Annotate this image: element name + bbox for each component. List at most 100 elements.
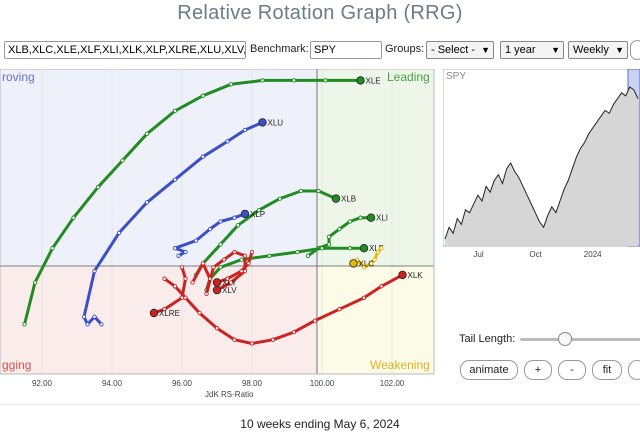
series-tail-point <box>312 318 318 323</box>
series-label: XLV <box>222 286 237 295</box>
series-tail <box>23 78 362 326</box>
series-head-point[interactable] <box>240 209 250 219</box>
groups-select[interactable]: - Select - ▼ <box>426 41 494 59</box>
series-tail-point <box>200 154 206 159</box>
fit-button[interactable]: fit <box>592 360 622 380</box>
series-tail-point <box>144 200 150 205</box>
series-xle[interactable]: XLE <box>22 76 381 327</box>
series-tail-point <box>200 93 206 98</box>
tail-length-slider-handle[interactable] <box>558 332 572 346</box>
series-label: XLC <box>359 259 375 268</box>
series-tail-point <box>120 158 125 163</box>
series-tail-point <box>116 230 122 236</box>
series-head-point[interactable] <box>212 278 222 287</box>
frequency-select[interactable]: Weekly ▼ <box>568 41 628 59</box>
x-axis-ticks: 92.00 94.00 96.00 98.00 100.00 102.00 <box>32 379 405 388</box>
series-tail-point <box>358 215 363 220</box>
spy-price-line <box>444 86 639 240</box>
series-head-point[interactable] <box>258 118 267 127</box>
series-tail-point <box>225 276 230 281</box>
benchmark-input[interactable]: SPY <box>310 41 382 59</box>
series-tail-point <box>193 238 199 243</box>
series-tail-point <box>71 215 76 220</box>
series-xlk[interactable]: XLK <box>162 270 423 346</box>
series-xlc[interactable]: XLC <box>349 246 384 270</box>
series-label: XLB <box>341 195 356 204</box>
zoom-out-button[interactable]: - <box>558 360 586 380</box>
x-tick-label: 100.00 <box>310 379 335 388</box>
series-tail-point <box>22 322 27 327</box>
series-head-point[interactable] <box>349 259 358 268</box>
series-tail-point <box>144 131 150 136</box>
series-xly[interactable]: XLY <box>212 249 255 288</box>
series-tail-point <box>361 265 367 270</box>
series-tail-point <box>270 337 276 342</box>
groups-select-value: - Select - <box>431 44 476 56</box>
series-tail-point <box>232 249 237 255</box>
quadrant-label-improving: roving <box>2 70 35 84</box>
series-xlu[interactable]: XLU <box>81 118 283 327</box>
tail-length-slider[interactable] <box>520 338 640 341</box>
series-tail-point <box>172 246 178 251</box>
series-tail-point <box>249 249 255 255</box>
toolbar: XLB,XLC,XLE,XLF,XLI,XLK,XLP,XLRE,XLU,XLV… <box>0 40 640 62</box>
x-tick-label: 98.00 <box>242 379 263 388</box>
series-tail-point <box>260 78 265 83</box>
series-tail-point <box>50 246 55 251</box>
series-tail-point <box>249 341 255 346</box>
series-tail-point <box>218 242 223 247</box>
extra-button[interactable] <box>628 360 640 380</box>
period-select[interactable]: 1 year ▼ <box>500 41 564 59</box>
series-tail-point <box>207 276 213 281</box>
series-tail-point <box>92 314 97 319</box>
series-head-point[interactable] <box>149 308 159 318</box>
series-head-point[interactable] <box>366 213 376 222</box>
series-head-point[interactable] <box>331 194 341 203</box>
series-tail-point <box>228 82 234 87</box>
series-head-point[interactable] <box>212 285 222 295</box>
series-tail-point <box>323 78 328 83</box>
footer-divider <box>0 404 640 405</box>
series-tail-point <box>172 284 178 289</box>
series-tail-point <box>183 295 188 300</box>
tail-length-label: Tail Length: <box>459 333 516 345</box>
spy-x-tick-label: Oct <box>529 250 542 259</box>
series-label: XLE <box>366 76 381 85</box>
zoom-in-button[interactable]: + <box>524 360 552 380</box>
series-head-point[interactable] <box>359 243 369 253</box>
series-tail-point <box>99 322 104 327</box>
series-tail-point <box>305 253 311 258</box>
spy-x-ticks: Jul Oct 2024 <box>473 250 602 259</box>
spy-symbol: SPY <box>446 71 466 82</box>
series-tail-point <box>337 226 342 232</box>
series-tail-point <box>375 249 381 255</box>
series-xlv[interactable]: XLV <box>190 249 248 297</box>
series-head-point[interactable] <box>356 76 365 85</box>
series-tail-point <box>85 322 90 327</box>
series-xlp[interactable]: XLP <box>172 209 265 258</box>
series-tail-point <box>319 246 325 251</box>
x-tick-label: 92.00 <box>32 379 53 388</box>
series-tail-point <box>214 326 220 331</box>
series-tail-point <box>298 188 304 194</box>
settings-button[interactable] <box>630 40 640 60</box>
x-tick-label: 102.00 <box>380 379 405 388</box>
page-title: Relative Rotation Graph (RRG) <box>177 2 463 24</box>
spy-x-tick-label: 2024 <box>584 250 602 259</box>
series-tail-point <box>179 295 185 300</box>
period-select-value: 1 year <box>505 44 536 56</box>
series-tail-point <box>92 268 97 274</box>
chevron-down-icon: ▼ <box>615 45 624 55</box>
series-xlre[interactable]: XLRE <box>149 265 188 318</box>
plot-border <box>0 69 435 375</box>
series-head-point[interactable] <box>398 270 407 280</box>
series-tail-point <box>372 257 377 262</box>
quadrant-label-weakening: Weakening <box>370 358 430 372</box>
series-label: XLY <box>222 279 237 288</box>
rrg-chart: roving Leading gging Weakening XLE XLU XLB… <box>0 69 435 399</box>
series-tail-point <box>81 314 87 319</box>
symbols-input[interactable]: XLB,XLC,XLE,XLF,XLI,XLK,XLP,XLRE,XLU,XLV… <box>4 41 246 59</box>
quadrant-label-leading: Leading <box>387 70 430 84</box>
animate-button[interactable]: animate <box>460 360 518 380</box>
series-tail-point <box>379 246 384 251</box>
